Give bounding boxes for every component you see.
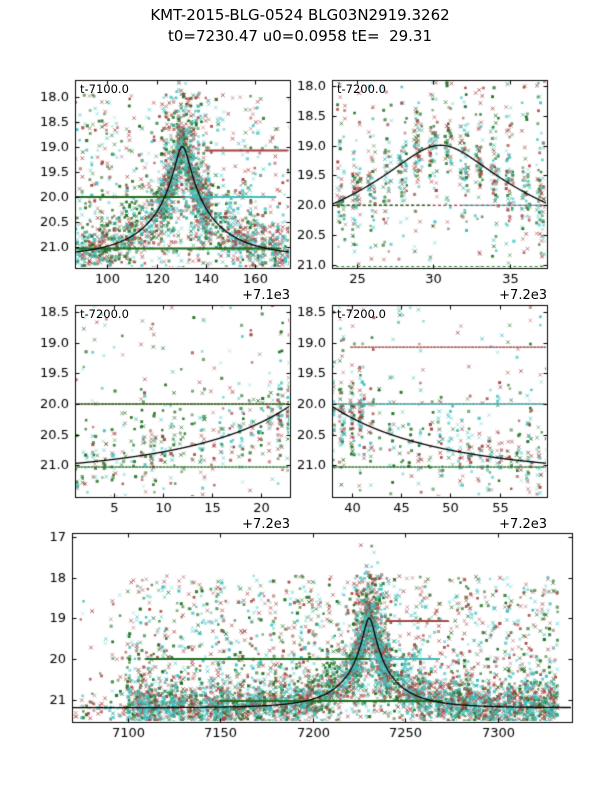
figure-title: KMT-2015-BLG-0524 BLG03N2919.3262 <box>150 6 450 24</box>
panel-1-xaxis-offset-label: +7.1e3 <box>242 288 290 303</box>
panel-4-time-offset-inset-label: t-7200.0 <box>337 307 386 321</box>
panel-1-time-offset-inset-label: t-7100.0 <box>80 82 129 96</box>
panel-3-xaxis-offset-label: +7.2e3 <box>242 517 290 532</box>
figure-subtitle: t0=7230.47 u0=0.0958 tE= 29.31 <box>167 27 433 45</box>
panel-2-time-offset-inset-label: t-7200.0 <box>337 82 386 96</box>
panel-3-time-offset-inset-label: t-7200.0 <box>80 307 129 321</box>
panel-2-xaxis-offset-label: +7.2e3 <box>499 288 547 303</box>
panel-4-xaxis-offset-label: +7.2e3 <box>499 517 547 532</box>
